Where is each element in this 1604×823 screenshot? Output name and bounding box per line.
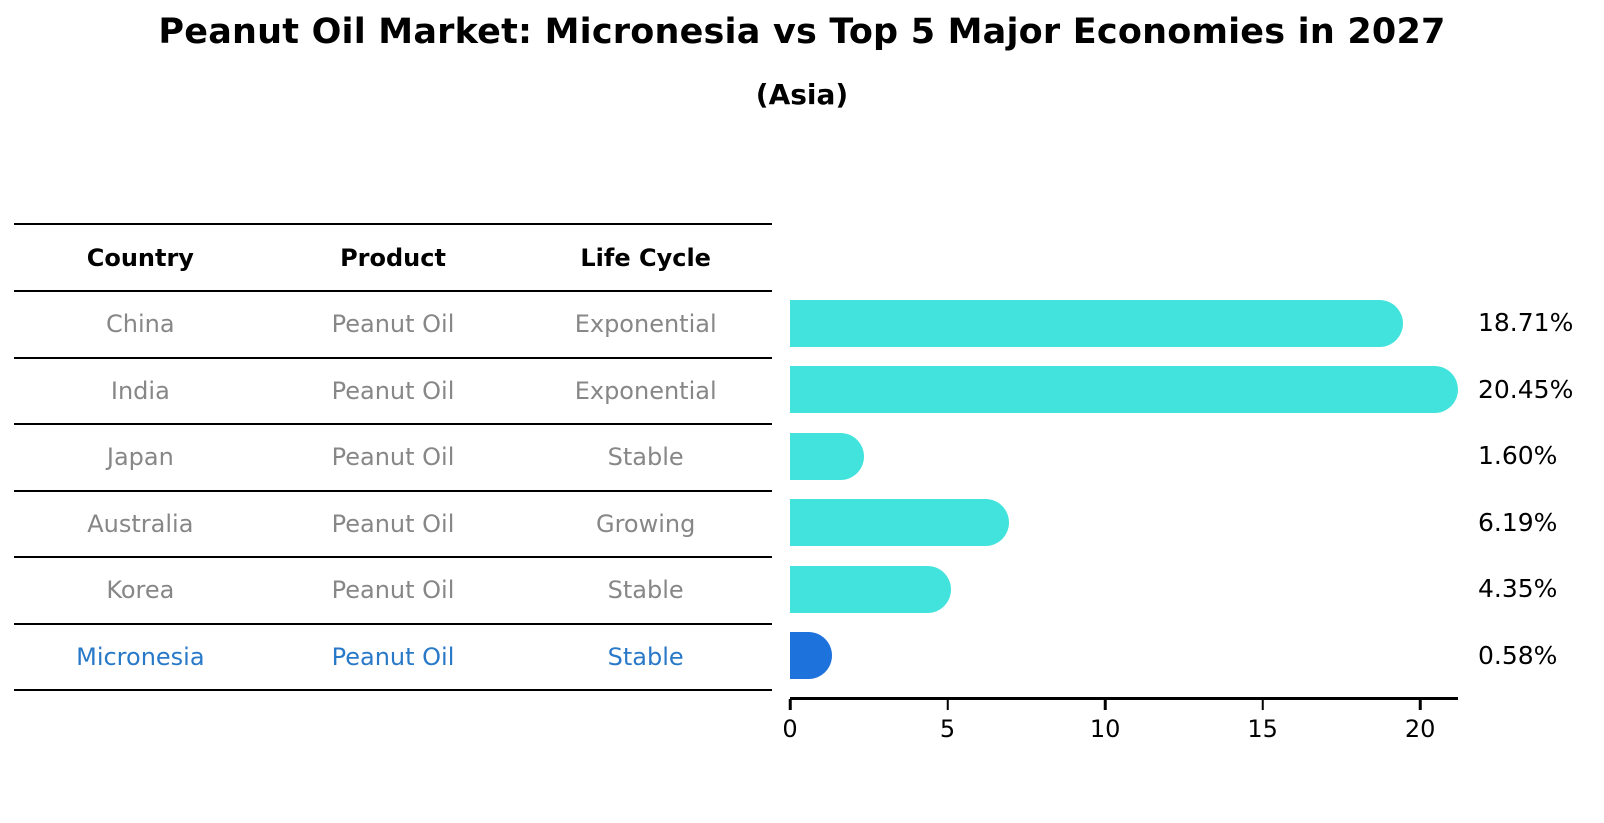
bar-india	[790, 366, 1458, 414]
table-cell-country: Korea	[106, 576, 175, 605]
x-tick	[788, 699, 792, 710]
x-tick	[946, 699, 949, 710]
value-labels: 18.71% 20.45% 1.60% 6.19% 4.35% 0.58%	[1478, 223, 1604, 697]
x-tick-label: 15	[1247, 715, 1278, 743]
bar-australia	[790, 499, 1009, 547]
bar-china	[790, 299, 1404, 347]
table-cell-product: Peanut Oil	[331, 576, 455, 605]
x-tick	[1103, 699, 1107, 710]
table-cell-lifecycle: Exponential	[574, 310, 717, 339]
value-label-micronesia: 0.58%	[1478, 640, 1558, 670]
table-cell-country: Micronesia	[76, 642, 205, 671]
table-body: China Peanut Oil Exponential India Peanut Oi…	[14, 292, 772, 691]
table-cell-product: Peanut Oil	[331, 509, 455, 538]
value-label-australia: 6.19%	[1478, 507, 1558, 537]
x-tick-label: 20	[1404, 715, 1436, 743]
bar-micronesia	[790, 632, 832, 680]
bar-korea	[790, 565, 951, 613]
table-cell-product: Peanut Oil	[331, 443, 455, 472]
value-label-china: 18.71%	[1478, 308, 1574, 338]
table-cell-lifecycle: Stable	[607, 576, 684, 605]
table-header-country: Country	[86, 243, 194, 272]
table-cell-country: India	[110, 376, 170, 405]
chart-subtitle: (Asia)	[755, 78, 849, 111]
table-header-lifecycle: Life Cycle	[580, 243, 711, 272]
value-label-korea: 4.35%	[1478, 574, 1558, 604]
table-row-japan: Japan Peanut Oil Stable	[14, 425, 772, 492]
table-cell-product: Peanut Oil	[331, 376, 455, 405]
table-cell-country: Japan	[106, 443, 174, 472]
x-tick-label: 5	[939, 715, 956, 743]
table-cell-lifecycle: Exponential	[574, 376, 717, 405]
bar-japan	[790, 432, 864, 480]
table-cell-lifecycle: Stable	[607, 642, 684, 671]
table-header-row: Country Product Life Cycle	[14, 225, 772, 292]
table-cell-lifecycle: Stable	[607, 443, 684, 472]
x-tick-label: 10	[1089, 715, 1121, 743]
bar-plot: 0 5 10 15 20	[782, 223, 1458, 743]
table-cell-country: China	[106, 310, 175, 339]
table-header-product: Product	[340, 243, 446, 272]
table-row-korea: Korea Peanut Oil Stable	[14, 558, 772, 625]
table-cell-country: Australia	[87, 509, 194, 538]
table-row-india: India Peanut Oil Exponential	[14, 359, 772, 425]
x-tick-label: 0	[782, 715, 798, 743]
value-label-japan: 1.60%	[1478, 441, 1558, 471]
chart-title: Peanut Oil Market: Micronesia vs Top 5 M…	[158, 12, 1446, 52]
table-row-china: China Peanut Oil Exponential	[14, 292, 772, 359]
table-cell-product: Peanut Oil	[331, 642, 455, 671]
value-label-india: 20.45%	[1478, 374, 1574, 404]
table-cell-product: Peanut Oil	[331, 310, 455, 339]
x-axis-line	[790, 697, 1458, 700]
x-tick	[1418, 699, 1422, 710]
table-cell-lifecycle: Growing	[595, 509, 696, 538]
table-row-australia: Australia Peanut Oil Growing	[14, 492, 772, 558]
x-tick	[1261, 699, 1264, 710]
country-table: Country Product Life Cycle China Peanut O…	[14, 223, 772, 691]
table-row-micronesia: Micronesia Peanut Oil Stable	[14, 625, 772, 691]
